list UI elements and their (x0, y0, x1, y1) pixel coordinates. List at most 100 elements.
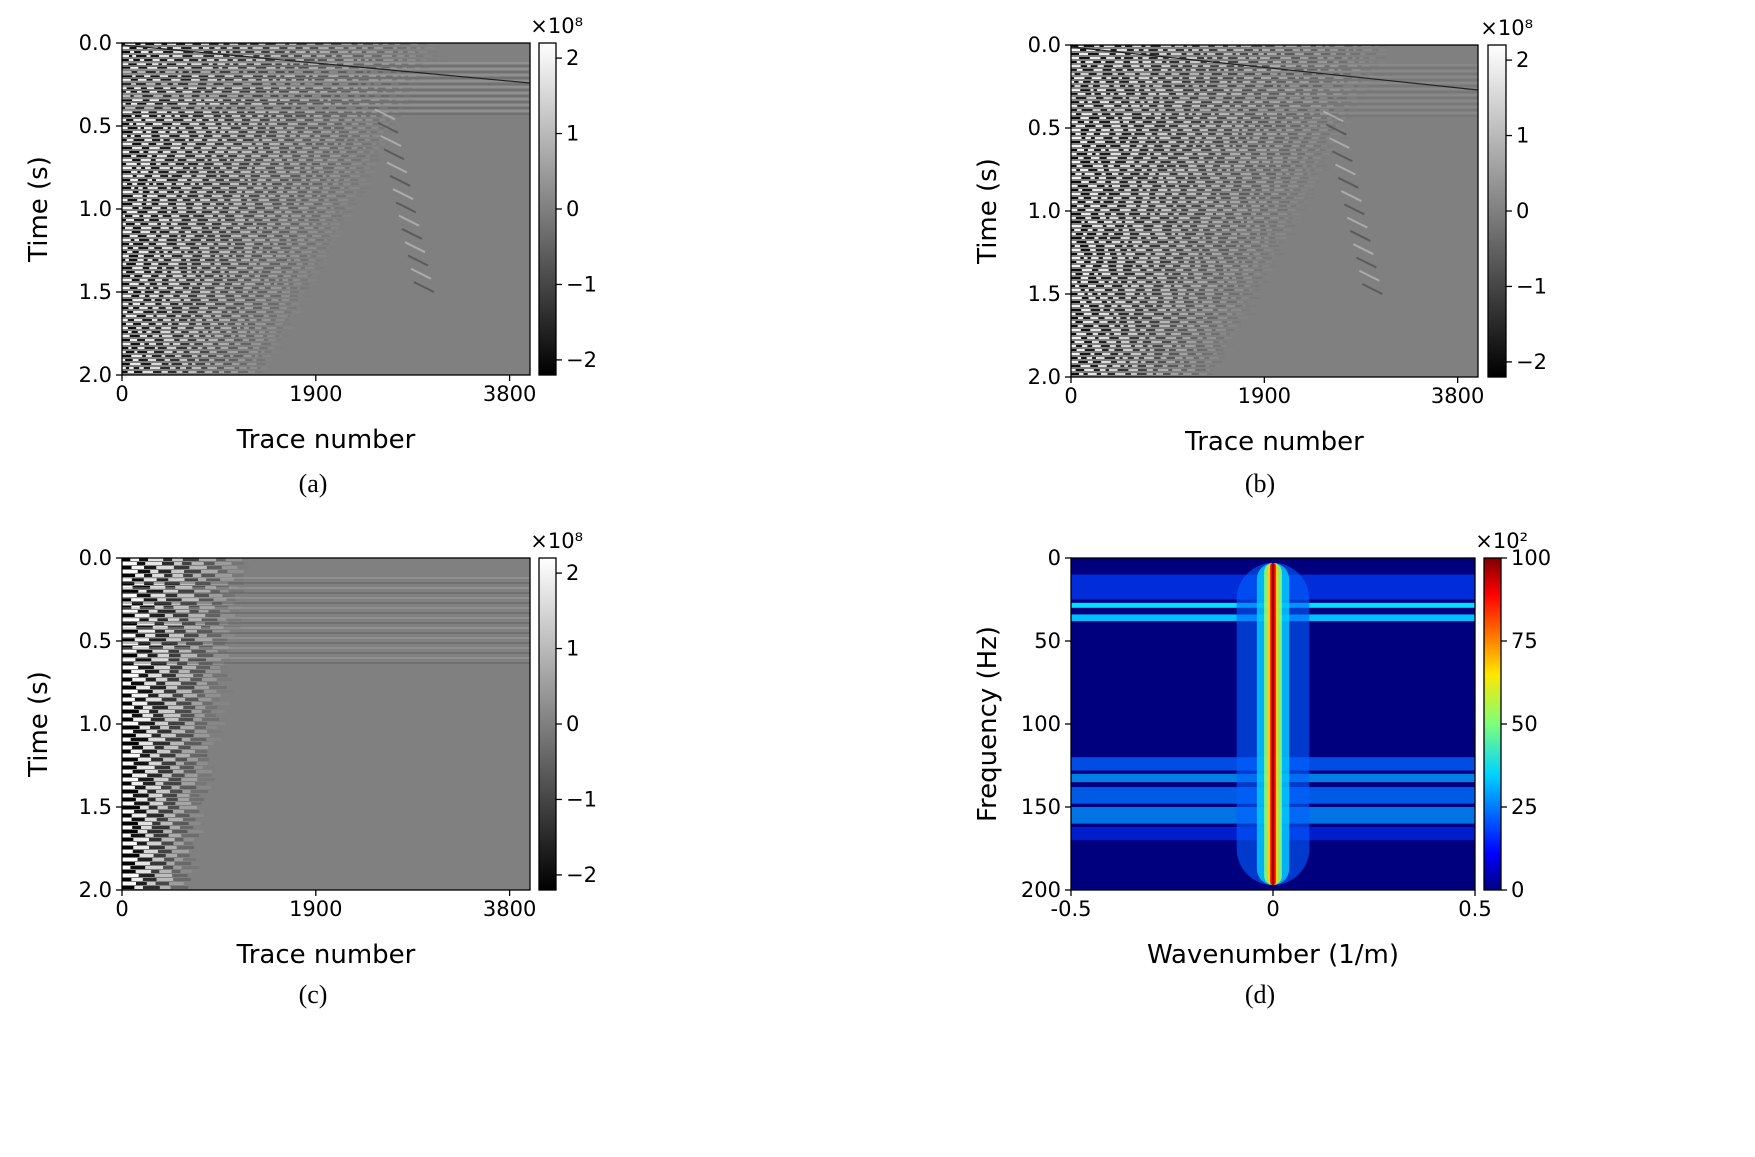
image-texture (236, 307, 240, 309)
image-texture (1197, 165, 1205, 167)
image-texture (247, 187, 254, 189)
image-texture (1233, 53, 1236, 55)
image-texture (1252, 209, 1260, 211)
image-texture (210, 323, 218, 325)
image-texture (173, 207, 177, 209)
image-texture (1134, 221, 1144, 223)
image-texture (1176, 133, 1187, 135)
image-texture (1188, 241, 1198, 243)
image-texture (1149, 129, 1158, 131)
image-texture (149, 243, 156, 245)
image-texture (1169, 217, 1173, 219)
image-texture (227, 299, 235, 301)
image-texture (203, 183, 212, 185)
image-texture (241, 199, 247, 201)
image-texture (1239, 197, 1247, 199)
image-texture (1195, 265, 1201, 267)
image-texture (300, 287, 309, 289)
image-texture (1181, 229, 1188, 231)
image-texture (1244, 241, 1251, 243)
image-texture (1092, 225, 1103, 227)
image-texture (298, 131, 304, 133)
image-texture (287, 315, 290, 317)
image-texture (156, 243, 167, 245)
image-texture (1338, 49, 1346, 51)
image-texture (338, 227, 343, 229)
image-texture (376, 143, 379, 145)
image-texture (1185, 177, 1188, 179)
image-texture (251, 159, 255, 161)
image-texture (1116, 177, 1122, 179)
image-texture (147, 211, 157, 213)
image-texture (1096, 249, 1105, 251)
image-texture (122, 115, 132, 117)
image-texture (1175, 185, 1179, 187)
image-texture (231, 327, 237, 329)
image-texture (1158, 169, 1168, 171)
image-texture (1297, 153, 1305, 155)
image-texture (362, 119, 365, 121)
image-texture (1225, 149, 1235, 151)
image-texture (1228, 237, 1237, 239)
image-texture (1322, 157, 1327, 159)
image-texture (219, 319, 230, 321)
image-texture (1081, 193, 1090, 195)
image-texture (160, 139, 163, 141)
image-texture (167, 315, 176, 317)
image-texture (1293, 49, 1300, 51)
image-texture (1165, 253, 1171, 255)
image-texture (154, 255, 160, 257)
image-texture (332, 239, 338, 241)
image-texture (327, 143, 334, 145)
image-texture (202, 151, 208, 153)
image-texture (1237, 117, 1243, 119)
image-texture (197, 295, 206, 297)
image-texture (1099, 257, 1103, 259)
image-texture (1181, 137, 1189, 139)
image-texture (139, 207, 143, 209)
image-texture (1099, 53, 1110, 55)
image-texture (186, 367, 192, 369)
image-texture (1122, 197, 1130, 199)
image-texture (1360, 57, 1364, 59)
image-texture (217, 219, 220, 221)
image-texture (1230, 225, 1238, 227)
image-texture (287, 239, 291, 241)
image-texture (1149, 265, 1154, 267)
image-texture (1077, 205, 1084, 207)
image-texture (1255, 189, 1261, 191)
image-texture (1210, 121, 1214, 123)
image-texture (353, 55, 364, 57)
image-texture (340, 187, 345, 189)
image-texture (257, 363, 266, 365)
image-texture (1321, 53, 1331, 55)
image-texture (1071, 117, 1080, 119)
image-texture (1108, 249, 1115, 251)
image-texture (155, 279, 162, 281)
image-texture (133, 227, 141, 229)
image-texture (1109, 217, 1118, 219)
image-texture (1243, 117, 1251, 119)
image-texture (204, 115, 214, 117)
image-texture (228, 203, 233, 205)
image-texture (221, 219, 225, 221)
image-texture (252, 115, 257, 117)
image-texture (1261, 117, 1264, 119)
image-texture (1212, 189, 1221, 191)
image-texture (216, 355, 223, 357)
image-texture (230, 251, 237, 253)
image-texture (1258, 145, 1262, 147)
image-texture (127, 211, 138, 213)
image-texture (344, 127, 352, 129)
image-texture (298, 191, 308, 193)
image-texture (188, 163, 198, 165)
image-texture (1299, 61, 1308, 63)
image-texture (1275, 49, 1284, 51)
image-texture (159, 295, 164, 297)
image-texture (299, 255, 307, 257)
image-texture (1177, 221, 1182, 223)
image-texture (1090, 193, 1098, 195)
image-texture (179, 279, 186, 281)
image-texture (289, 235, 298, 237)
image-texture (1147, 169, 1152, 171)
